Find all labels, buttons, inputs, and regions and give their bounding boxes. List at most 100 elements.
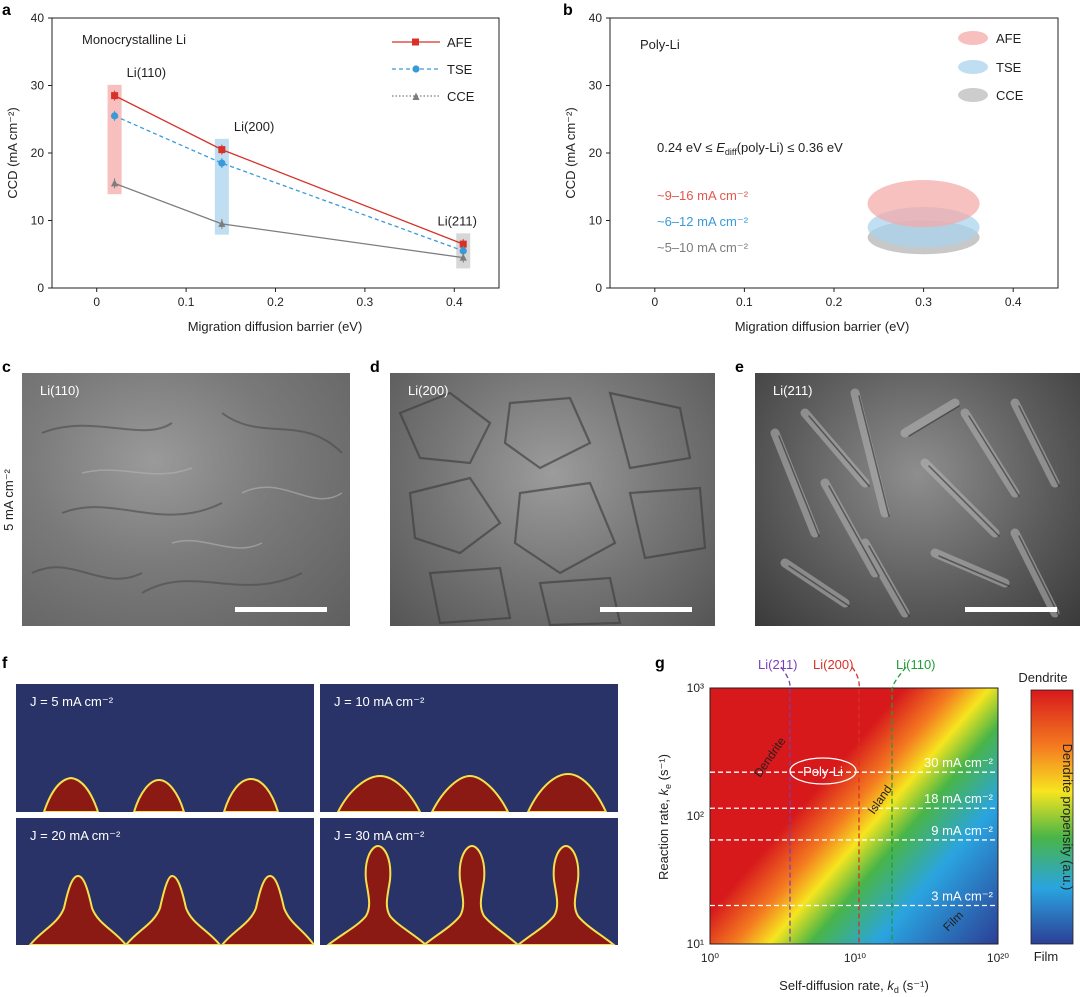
sem-row-label: 5 mA cm⁻² (1, 468, 16, 530)
legend-label-cce: CCE (447, 89, 475, 104)
sem-label-li110: Li(110) (40, 383, 80, 398)
panel-letter-a: a (2, 2, 11, 19)
b-xtick-label: 0.2 (826, 295, 843, 309)
current-label-2: 9 mA cm⁻² (931, 823, 993, 838)
panel-a-inset-title: Monocrystalline Li (82, 32, 186, 47)
panel-letter-c: c (2, 359, 11, 376)
panel-letter-d: d (370, 359, 380, 376)
sem-image-li200: Li(200) (390, 373, 715, 626)
sim-panel-20: J = 20 mA cm⁻² (16, 818, 314, 945)
b-ytick-label: 10 (589, 214, 603, 228)
legend-swatch-afe (958, 31, 988, 45)
b-xtick-label: 0.4 (1005, 295, 1022, 309)
sim-shape-20 (28, 874, 314, 945)
point-afe (111, 92, 119, 100)
legend-label-tse: TSE (447, 62, 473, 77)
g-ytick-2: 10¹ (687, 937, 704, 951)
panel-a-legend: AFE TSE CCE (392, 35, 475, 104)
heatmap-field (710, 688, 998, 944)
b-ytick-label: 20 (589, 146, 603, 160)
g-xtick-2: 10²⁰ (987, 951, 1009, 965)
panel-b-range-afe: ~9–16 mA cm⁻² (657, 188, 749, 203)
facet-label-1: Li(200) (234, 119, 274, 134)
panel-g-xlabel: Self-diffusion rate, kd (s⁻¹) (779, 978, 929, 995)
scale-bar-li110 (235, 607, 327, 612)
legend-label-afe-b: AFE (996, 31, 1022, 46)
facet-highlight-0 (107, 84, 122, 195)
panel-g-frame (709, 687, 999, 945)
facet-line-li211 (780, 666, 791, 944)
legend-marker-afe (412, 38, 419, 46)
series-line-cce (114, 182, 464, 259)
point-cce (110, 179, 119, 187)
panel-b-inset-title: Poly-Li (640, 37, 680, 52)
facet-label-li110: Li(110) (896, 657, 936, 672)
sem-label-li211: Li(211) (773, 383, 813, 398)
point-tse (459, 247, 467, 255)
panel-b-range-cce: ~5–10 mA cm⁻² (657, 240, 749, 255)
panel-a-xlabel: Migration diffusion barrier (eV) (188, 319, 363, 334)
panel-b-range-tse: ~6–12 mA cm⁻² (657, 214, 749, 229)
b-xtick-label: 0.3 (915, 295, 932, 309)
g-xtick-0: 10⁰ (701, 951, 719, 965)
b-ytick-label: 30 (589, 79, 603, 93)
sem-texture-li211 (770, 388, 1060, 618)
legend-swatch-cce (958, 88, 988, 102)
panel-g-chart: Li(211) Li(200) Li(110) 30 mA cm⁻² 18 mA … (656, 657, 1075, 995)
g-ytick-0: 10³ (687, 681, 704, 695)
facet-label-0: Li(110) (127, 65, 167, 80)
b-xtick-label: 0.1 (736, 295, 753, 309)
poly-li-ellipse (789, 757, 857, 785)
poly-li-label: Poly-Li (803, 764, 843, 779)
scale-bar-li211 (965, 607, 1057, 612)
range-ellipse-afe (867, 180, 980, 228)
legend-label-tse-b: TSE (996, 60, 1022, 75)
g-xtick-1: 10¹⁰ (844, 951, 866, 965)
panel-letter-g: g (655, 655, 665, 672)
sim-label-20: J = 20 mA cm⁻² (30, 828, 121, 843)
b-ytick-label: 40 (589, 11, 603, 25)
scale-bar-li200 (600, 607, 692, 612)
a-ytick-label: 30 (31, 79, 45, 93)
a-xtick-label: 0.1 (178, 295, 195, 309)
a-xtick-label: 0 (93, 295, 100, 309)
a-ytick-label: 10 (31, 214, 45, 228)
a-xtick-label: 0.4 (446, 295, 463, 309)
point-tse (218, 159, 226, 167)
a-ytick-label: 20 (31, 146, 45, 160)
panel-b-legend: AFE TSE CCE (958, 31, 1024, 103)
colorbar-bottom-label: Film (1034, 949, 1059, 964)
point-afe (218, 146, 226, 154)
facet-label-2: Li(211) (437, 213, 477, 228)
sim-label-5: J = 5 mA cm⁻² (30, 694, 114, 709)
legend-label-cce-b: CCE (996, 88, 1024, 103)
panel-b-xlabel: Migration diffusion barrier (eV) (735, 319, 910, 334)
legend-marker-tse (412, 65, 420, 73)
legend-marker-cce (412, 92, 420, 100)
panel-letter-b: b (563, 2, 573, 19)
sim-panel-5: J = 5 mA cm⁻² (16, 684, 314, 812)
a-ytick-label: 40 (31, 11, 45, 25)
panel-b-chart: Poly-Li Migration diffusion barrier (eV)… (563, 11, 1059, 334)
panel-letter-f: f (2, 655, 8, 672)
panel-g-ylabel: Reaction rate, ke (s⁻¹) (656, 754, 673, 880)
sem-image-li110: Li(110) (22, 373, 350, 626)
a-xtick-label: 0.2 (267, 295, 284, 309)
point-cce (459, 253, 467, 261)
sim-shape-5 (42, 776, 280, 812)
colorbar (1030, 689, 1074, 945)
facet-label-li200: Li(200) (813, 657, 853, 672)
facet-label-li211: Li(211) (758, 657, 798, 672)
series-line-tse (114, 115, 464, 252)
panel-b-ylabel: CCD (mA cm⁻²) (563, 107, 578, 198)
current-label-1: 18 mA cm⁻² (924, 791, 994, 806)
panel-b-energy-range: 0.24 eV ≤ Ediff(poly-Li) ≤ 0.36 eV (657, 140, 843, 157)
a-xtick-label: 0.3 (357, 295, 374, 309)
sem-texture-li110 (31, 412, 343, 594)
sim-panel-30: J = 30 mA cm⁻² (320, 818, 618, 945)
sim-shape-30 (326, 844, 616, 945)
legend-swatch-tse (958, 60, 988, 74)
colorbar-title: Dendrite propensity (a.u.) (1060, 744, 1075, 891)
g-ytick-1: 10² (687, 809, 704, 823)
current-label-3: 3 mA cm⁻² (931, 888, 993, 903)
